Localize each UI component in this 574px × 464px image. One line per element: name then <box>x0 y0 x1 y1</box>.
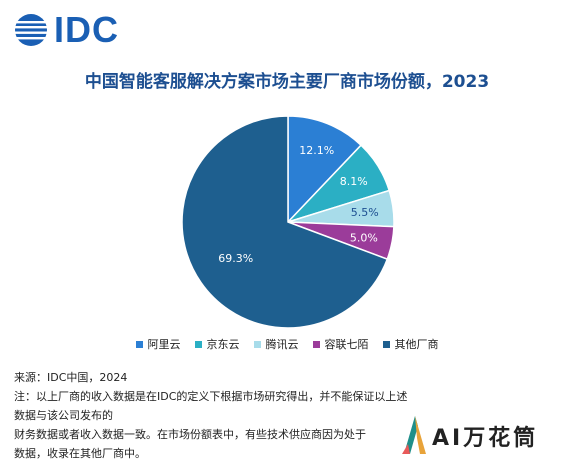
slice-label-1: 8.1% <box>340 175 368 188</box>
legend-item-1: 京东云 <box>194 336 240 352</box>
note-line-2: 财务数据或者收入数据一致。在市场份额表中，有些技术供应商因为处于 <box>14 428 366 441</box>
slice-label-2: 5.5% <box>351 206 379 219</box>
slice-label-0: 12.1% <box>299 144 334 157</box>
globe-icon <box>15 14 47 46</box>
legend-swatch-2 <box>253 340 261 348</box>
note-line-1: 注：以上厂商的收入数据是在IDC的定义下根据市场研究得出，并不能保证以上述数据与… <box>14 390 408 422</box>
legend-label-1: 京东云 <box>206 338 240 351</box>
source-note: 来源：IDC中国，2024 <box>14 371 128 384</box>
slice-label-4: 69.3% <box>218 252 253 265</box>
legend-item-3: 容联七陌 <box>312 336 369 352</box>
legend: 阿里云 京东云 腾讯云 容联七陌 其他厂商 <box>0 336 574 352</box>
idc-logo: IDC <box>14 12 119 48</box>
pie-slice-4 <box>181 115 389 329</box>
watermark-logo-icon <box>402 416 426 454</box>
legend-label-4: 其他厂商 <box>394 338 439 351</box>
legend-label-0: 阿里云 <box>147 338 181 351</box>
legend-item-2: 腾讯云 <box>253 336 299 352</box>
pie-slice-0 <box>287 115 363 224</box>
chart-title: 中国智能客服解决方案市场主要厂商市场份额，2023 <box>84 72 490 92</box>
legend-item-4: 其他厂商 <box>382 336 439 352</box>
notes: 来源：IDC中国，2024 注：以上厂商的收入数据是在IDC的定义下根据市场研究… <box>14 368 414 463</box>
legend-label-3: 容联七陌 <box>324 338 369 351</box>
legend-swatch-3 <box>312 340 320 348</box>
note-line-3: 数据，收录在其他厂商中。 <box>14 447 146 460</box>
legend-swatch-1 <box>194 340 202 348</box>
legend-label-2: 腾讯云 <box>265 338 299 351</box>
watermark: AI万花筒 <box>398 410 574 464</box>
legend-swatch-4 <box>382 340 390 348</box>
watermark-text: AI万花筒 <box>432 426 539 451</box>
logo-text: IDC <box>54 9 119 50</box>
legend-swatch-0 <box>135 340 143 348</box>
legend-item-0: 阿里云 <box>135 336 181 352</box>
slice-label-3: 5.0% <box>350 231 378 244</box>
